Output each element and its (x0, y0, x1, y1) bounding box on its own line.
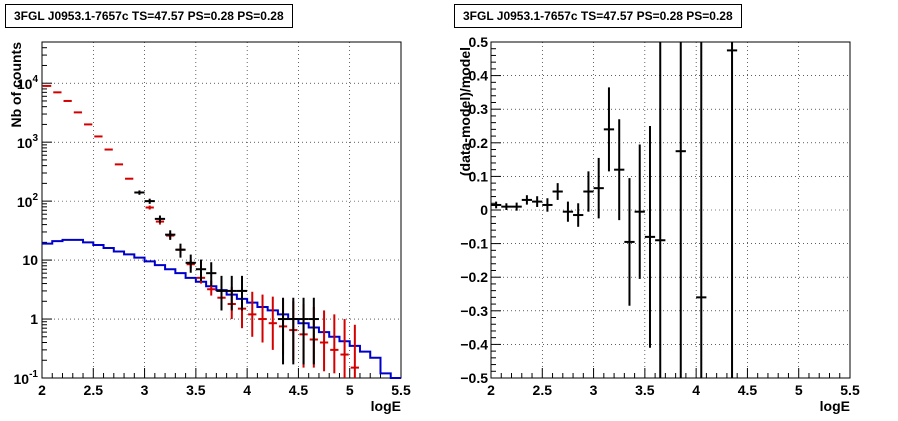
y-tick-label: −0.5 (460, 370, 488, 386)
y-tick-label: −0.3 (460, 303, 488, 319)
y-tick-label: 104 (17, 74, 39, 92)
x-axis-label: logE (820, 398, 850, 414)
x-tick-label: 3.5 (186, 382, 206, 398)
x-tick-label: 4 (692, 382, 700, 398)
y-tick-label: −0.1 (460, 236, 488, 252)
x-axis-label: logE (371, 398, 401, 414)
plot-frame (41, 41, 402, 379)
x-tick-label: 3 (141, 382, 149, 398)
y-tick-label: 0.2 (469, 135, 489, 151)
left-chart-title: 3FGL J0953.1-7657c TS=47.57 PS=0.28 PS=0… (5, 4, 293, 28)
x-tick-label: 2.5 (84, 382, 104, 398)
x-tick-label: 4.5 (289, 382, 309, 398)
x-tick-label: 2 (38, 382, 46, 398)
x-tick-label: 2 (487, 382, 495, 398)
x-tick-label: 5.5 (391, 382, 411, 398)
y-tick-label: 1 (30, 311, 38, 327)
y-tick-label: 0.5 (469, 34, 489, 50)
y-tick-label: 103 (17, 133, 39, 151)
y-tick-label: 0.3 (469, 101, 489, 117)
x-tick-label: 2.5 (533, 382, 553, 398)
x-tick-label: 4.5 (738, 382, 758, 398)
y-tick-label: 0.1 (469, 168, 489, 184)
x-tick-label: 3.5 (635, 382, 655, 398)
y-axis-label: Nb of counts (8, 42, 24, 128)
x-tick-label: 5.5 (840, 382, 860, 398)
residuals-chart: 2 2.5 3 3.5 4 4.5 5 5.5 −0.5 −0.4 −0.3 −0.2 −0.1 0 0.1… (457, 34, 860, 414)
y-axis-label: (data-model)/model (457, 47, 473, 176)
x-tick-label: 4 (243, 382, 251, 398)
right-chart-title: 3FGL J0953.1-7657c TS=47.57 PS=0.28 PS=0… (454, 4, 742, 28)
y-tick-label: −0.4 (460, 336, 488, 352)
x-tick-label: 3 (590, 382, 598, 398)
y-tick-label: 0 (480, 202, 488, 218)
y-tick-label: 0.4 (469, 68, 489, 84)
counts-chart: 2 2.5 3 3.5 4 4.5 5 5.5 10-1 1 10 102 103 104 logE Nb o… (8, 41, 411, 414)
y-tick-label: 10-1 (14, 369, 39, 387)
y-tick-label: 10 (22, 252, 38, 268)
y-tick-label: 102 (17, 192, 39, 210)
plot-frame (490, 41, 851, 379)
x-tick-label: 5 (346, 382, 354, 398)
x-tick-label: 5 (795, 382, 803, 398)
y-tick-label: −0.2 (460, 269, 488, 285)
